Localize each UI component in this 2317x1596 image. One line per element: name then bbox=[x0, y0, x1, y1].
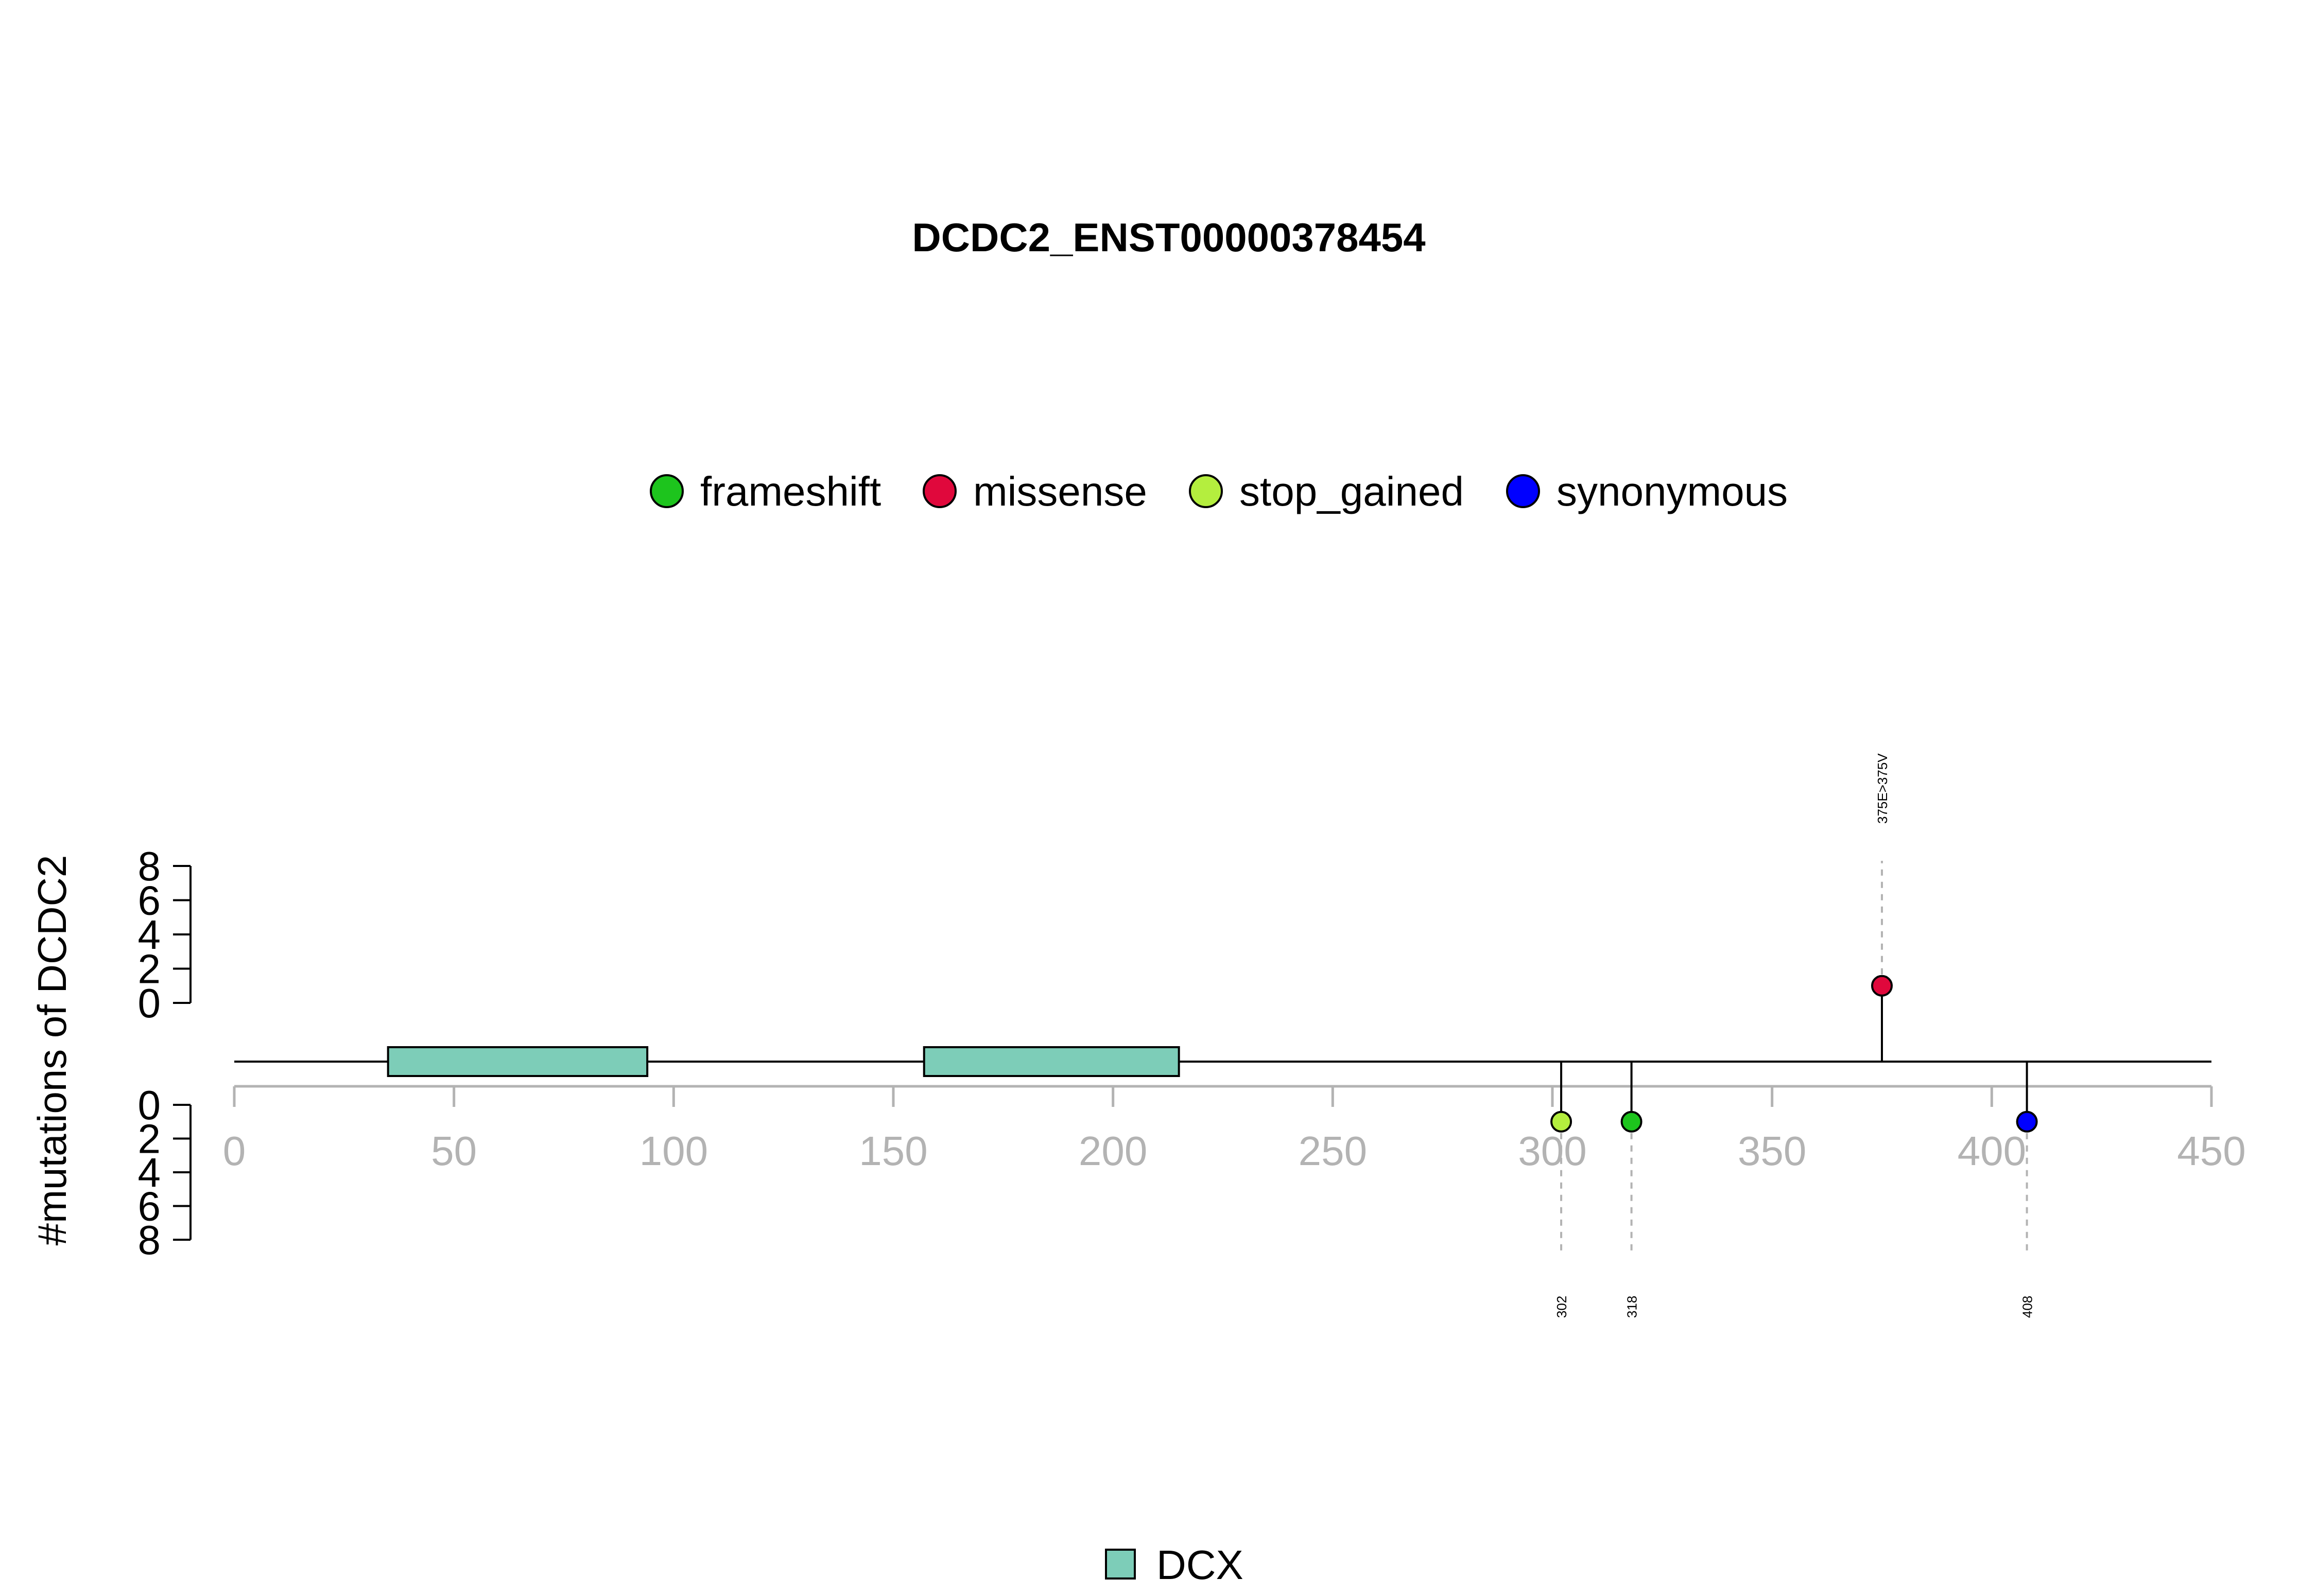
mutation-lollipops: 375E>375V 302 318 408 bbox=[1550, 753, 2038, 1318]
legend-label-frameshift: frameshift bbox=[700, 469, 881, 514]
y-top-tick-label: 8 bbox=[138, 843, 161, 889]
x-tick-label: 150 bbox=[859, 1128, 927, 1174]
domain-box-dcx-1 bbox=[387, 1046, 649, 1077]
mutation-point bbox=[2016, 1111, 2038, 1133]
legend-label-stop_gained: stop_gained bbox=[1239, 469, 1464, 514]
legend-label-missense: missense bbox=[973, 469, 1147, 514]
y-top-tick-label: 0 bbox=[138, 980, 161, 1026]
mutation-label: 408 bbox=[2020, 1296, 2035, 1318]
domain-legend: DCX bbox=[1105, 1542, 1243, 1588]
y-bottom-tick-label: 2 bbox=[138, 1116, 161, 1162]
y-bottom-tick-label: 8 bbox=[138, 1217, 161, 1263]
mutation-type-legend: frameshift missense stop_gained synonymous bbox=[650, 469, 1788, 514]
x-tick-label: 400 bbox=[1958, 1128, 2026, 1174]
x-tick-label: 0 bbox=[223, 1128, 246, 1174]
x-tick-label: 250 bbox=[1299, 1128, 1367, 1174]
domain-legend-marker bbox=[1105, 1549, 1136, 1580]
y-top-tick-label: 2 bbox=[138, 946, 161, 992]
legend-label-synonymous: synonymous bbox=[1557, 469, 1788, 514]
y-bottom-tick-label: 6 bbox=[138, 1184, 161, 1229]
legend-marker-frameshift bbox=[650, 474, 684, 508]
mutation-label: 318 bbox=[1624, 1296, 1640, 1318]
legend-marker-missense bbox=[923, 474, 957, 508]
y-top-tick-label: 4 bbox=[138, 912, 161, 958]
legend-marker-stop_gained bbox=[1189, 474, 1223, 508]
x-axis: 0 50 100 150 200 250 300 350 400 450 bbox=[223, 1085, 2246, 1174]
y-axis-label: #mutations of DCDC2 bbox=[29, 855, 75, 1246]
x-tick-label: 350 bbox=[1738, 1128, 1806, 1174]
mutation-point bbox=[1550, 1111, 1572, 1133]
domain-legend-label: DCX bbox=[1156, 1542, 1243, 1588]
mutation-label: 375E>375V bbox=[1875, 753, 1890, 824]
mutation-point bbox=[1620, 1111, 1642, 1133]
x-tick-label: 50 bbox=[431, 1128, 477, 1174]
y-top-tick-label: 6 bbox=[138, 878, 161, 924]
x-tick-label: 300 bbox=[1518, 1128, 1586, 1174]
mutation-point bbox=[1871, 975, 1893, 997]
domain-boxes bbox=[387, 1046, 1180, 1077]
x-tick-label: 100 bbox=[639, 1128, 708, 1174]
domain-box-dcx-2 bbox=[923, 1046, 1180, 1077]
y-bottom-tick-label: 0 bbox=[138, 1082, 161, 1128]
chart-title: DCDC2_ENST00000378454 bbox=[912, 215, 1425, 260]
mutation-label: 302 bbox=[1554, 1296, 1569, 1318]
legend-marker-synonymous bbox=[1506, 474, 1540, 508]
x-tick-label: 450 bbox=[2177, 1128, 2245, 1174]
x-tick-label: 200 bbox=[1079, 1128, 1147, 1174]
y-bottom-tick-label: 4 bbox=[138, 1150, 161, 1195]
